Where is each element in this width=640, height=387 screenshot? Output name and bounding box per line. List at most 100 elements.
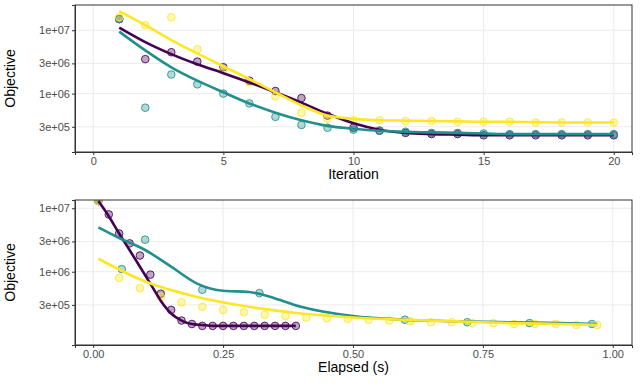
- x-tick: 0.25: [213, 345, 234, 360]
- grid-line-x: [93, 200, 94, 345]
- y-tick-label: 1e+06: [39, 88, 70, 100]
- point: [136, 284, 144, 292]
- point: [115, 13, 123, 21]
- y-tick: 3e+05: [39, 121, 75, 133]
- y-axis-title: Objective: [2, 49, 18, 108]
- grid-line-x: [612, 200, 613, 345]
- x-axis-title: Iteration: [328, 166, 379, 182]
- y-tick-mark: [72, 94, 75, 95]
- point: [298, 109, 306, 117]
- panel-border: [75, 200, 632, 345]
- y-axis-line: [72, 201, 76, 346]
- grid-line-y: [75, 30, 632, 31]
- panel-border: [75, 5, 632, 152]
- y-tick-mark: [72, 272, 75, 273]
- scatter-series: [115, 13, 617, 126]
- panel: 0 5 10 15 20 3e+05 1e+06 3e+06 1e+07 Iteration Obj…: [2, 5, 633, 182]
- point: [240, 308, 248, 316]
- x-axis-title: Elapsed (s): [318, 359, 389, 375]
- scatter-series: [95, 200, 601, 329]
- y-tick-label: 3e+05: [39, 121, 70, 133]
- line: [119, 11, 614, 122]
- y-tick: 3e+06: [39, 235, 75, 247]
- point: [168, 71, 176, 79]
- y-tick-mark: [72, 305, 75, 306]
- y-axis: 3e+05 1e+06 3e+06 1e+07: [39, 201, 75, 346]
- x-tick-label: 1.00: [603, 348, 624, 360]
- grid: [75, 5, 632, 152]
- grid-line-x: [223, 5, 224, 152]
- y-tick: 1e+07: [39, 24, 75, 36]
- x-tick: 10: [348, 152, 360, 167]
- point: [136, 252, 144, 260]
- point: [141, 236, 149, 244]
- y-tick-label: 3e+06: [39, 57, 70, 69]
- scatter-series: [95, 200, 596, 328]
- y-tick: 1e+06: [39, 88, 75, 100]
- x-tick-label: 0.50: [343, 348, 364, 360]
- grid-line-y: [75, 271, 632, 272]
- y-tick: 3e+05: [39, 299, 75, 311]
- point: [141, 104, 149, 112]
- y-tick-mark: [72, 127, 75, 128]
- x-tick-label: 15: [478, 155, 490, 167]
- grid: [75, 200, 632, 345]
- y-axis-line: [72, 6, 76, 153]
- x-tick-label: 0.75: [473, 348, 494, 360]
- x-tick: 15: [478, 152, 490, 167]
- x-tick: 1.00: [603, 345, 624, 360]
- x-tick-label: 5: [221, 155, 227, 167]
- point: [115, 274, 123, 282]
- y-tick-mark: [72, 208, 75, 209]
- y-axis: 3e+05 1e+06 3e+06 1e+07: [39, 6, 75, 153]
- x-tick: 0: [91, 152, 97, 167]
- point: [178, 298, 186, 306]
- y-tick-label: 1e+07: [39, 24, 70, 36]
- grid-line-y: [75, 208, 632, 209]
- point: [282, 312, 290, 320]
- y-tick: 1e+07: [39, 202, 75, 214]
- y-tick-label: 3e+05: [39, 299, 70, 311]
- panel-background: [75, 5, 632, 152]
- point: [261, 311, 269, 319]
- grid-line-y: [75, 63, 632, 64]
- grid-line-x: [352, 200, 353, 345]
- panel-background: [75, 200, 632, 345]
- grid-line-y: [75, 304, 632, 305]
- y-tick-label: 3e+06: [39, 235, 70, 247]
- x-tick: 0.75: [473, 345, 494, 360]
- plot-area: [95, 200, 601, 330]
- line: [98, 259, 597, 325]
- point: [298, 121, 306, 129]
- chart-root: 0 5 10 15 20 3e+05 1e+06 3e+06 1e+07 Iteration Obj…: [0, 0, 640, 387]
- x-tick: 5: [221, 152, 227, 167]
- y-tick-label: 1e+06: [39, 266, 70, 278]
- grid-line-y: [75, 93, 632, 94]
- y-tick: 1e+06: [39, 266, 75, 278]
- x-tick-label: 0: [91, 155, 97, 167]
- line: [98, 227, 597, 324]
- y-tick-mark: [72, 63, 75, 64]
- x-axis: 0.00 0.25 0.50 0.75 1.00: [76, 345, 633, 360]
- x-tick: 0.50: [343, 345, 364, 360]
- plot-area: [115, 11, 617, 139]
- x-tick-label: 20: [608, 155, 620, 167]
- x-tick: 20: [608, 152, 620, 167]
- grid-line-y: [75, 241, 632, 242]
- point: [198, 303, 206, 311]
- y-tick-mark: [72, 241, 75, 242]
- y-axis-title: Objective: [2, 243, 18, 302]
- point: [219, 306, 227, 314]
- y-tick-mark: [72, 30, 75, 31]
- x-tick: 0.00: [83, 345, 104, 360]
- x-tick-label: 0.00: [83, 348, 104, 360]
- point: [141, 55, 149, 63]
- y-tick-label: 1e+07: [39, 202, 70, 214]
- x-tick-label: 10: [348, 155, 360, 167]
- panel: 0.00 0.25 0.50 0.75 1.00 3e+05 1e+06 3e+06 1e+07…: [2, 197, 633, 375]
- x-axis: 0 5 10 15 20: [76, 152, 633, 167]
- grid-line-x: [93, 5, 94, 152]
- x-tick-label: 0.25: [213, 348, 234, 360]
- point: [168, 13, 176, 21]
- y-tick: 3e+06: [39, 57, 75, 69]
